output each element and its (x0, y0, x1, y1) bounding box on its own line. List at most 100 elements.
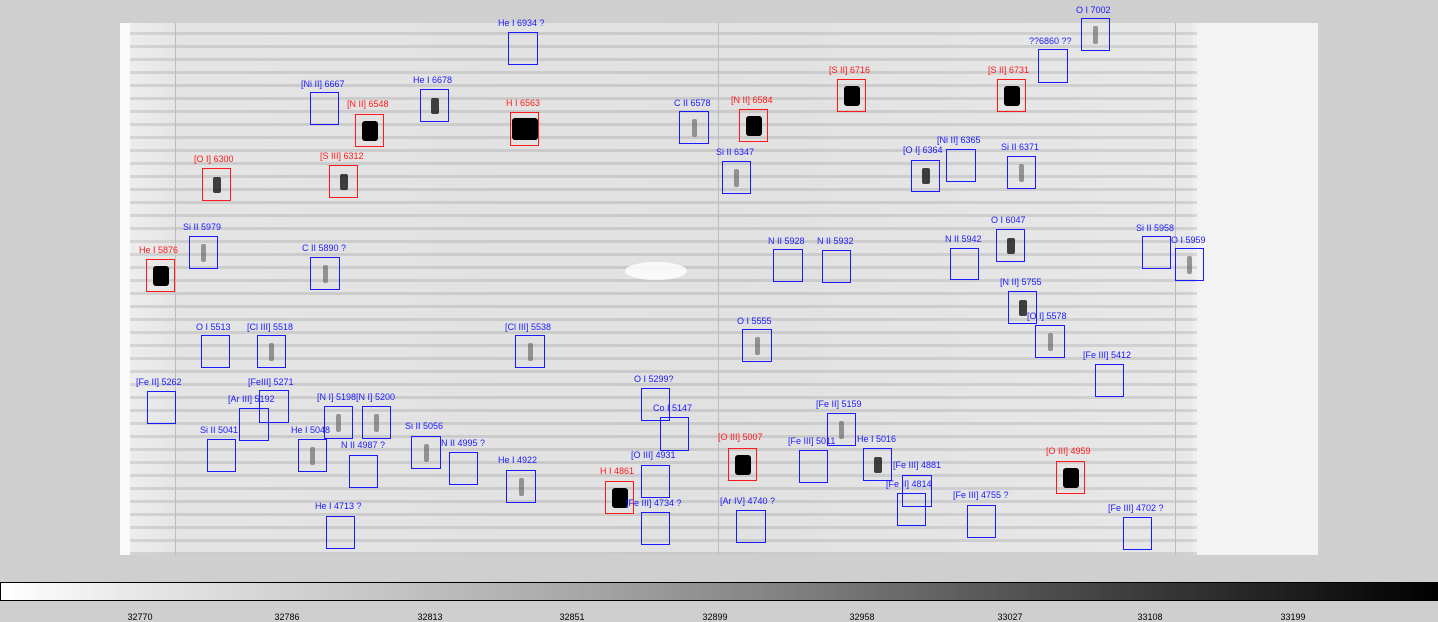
line-marker-box (897, 493, 926, 526)
line-marker-box (449, 452, 478, 485)
line-marker-box (259, 390, 289, 423)
line-label: [N I] 5198 (317, 392, 357, 402)
line-label: [S II] 6731 (988, 65, 1030, 75)
line-label: [O III] 5007 (718, 432, 763, 442)
line-label: [Fe III] 5412 (1083, 350, 1132, 360)
line-label: O I 7002 (1076, 5, 1111, 15)
line-label: [Ni II] 6365 (937, 135, 981, 145)
line-label: [Fe III] 4755 ? (953, 490, 1009, 500)
emission-feature (754, 336, 760, 355)
line-marker-box (641, 465, 670, 498)
colorbar-tick-label: 33199 (1280, 612, 1306, 622)
line-label: He I 4713 ? (315, 501, 362, 511)
line-label: H I 4861 (600, 466, 635, 476)
emission-feature (1093, 25, 1098, 44)
line-label: [Fe II] 5262 (136, 377, 182, 387)
emission-feature (1003, 85, 1020, 106)
line-label: N II 4987 ? (341, 440, 386, 450)
emission-feature (734, 168, 739, 187)
line-label: He I 5016 (857, 434, 897, 444)
line-label: Si II 5056 (405, 421, 444, 431)
line-label: [Fe III] 4881 (893, 460, 942, 470)
emission-feature (374, 413, 379, 432)
line-label: [O I] 5578 (1027, 311, 1067, 321)
emission-feature (1018, 299, 1027, 316)
emission-feature (527, 342, 533, 361)
line-label: N II 5928 (768, 236, 805, 246)
image-left-edge (120, 23, 130, 555)
colorbar-tick-label: 33027 (997, 612, 1023, 622)
line-label: Si II 5958 (1136, 223, 1175, 233)
line-label: He I 5876 (139, 245, 179, 255)
line-marker-box (1056, 461, 1085, 494)
line-marker-box (310, 257, 340, 290)
line-marker-box (146, 259, 175, 292)
emission-feature (361, 120, 378, 141)
line-label: ??6860 ?? (1029, 36, 1072, 46)
line-label: Co I 5147 (653, 403, 693, 413)
line-label: [O I] 6364 (903, 145, 943, 155)
line-label: O I 5513 (196, 322, 231, 332)
line-marker-box (950, 248, 979, 280)
line-marker-box (147, 391, 176, 424)
spectrum-image (120, 23, 1318, 555)
line-label: H I 6563 (506, 98, 541, 108)
line-label: [FeIII] 5271 (248, 377, 294, 387)
line-marker-box (189, 236, 218, 269)
line-marker-box (506, 470, 536, 503)
emission-feature (1047, 332, 1053, 351)
line-marker-box (239, 408, 269, 441)
line-marker-box (997, 79, 1026, 112)
line-marker-box (349, 455, 378, 488)
line-marker-box (641, 512, 670, 545)
emission-feature (310, 446, 315, 465)
line-label: C II 5890 ? (302, 243, 347, 253)
line-marker-box (310, 92, 339, 125)
line-label: [Cl III] 5518 (247, 322, 294, 332)
line-label: [Ar IV] 4740 ? (720, 496, 776, 506)
line-label: [Fe III] 5011 (788, 436, 836, 446)
emission-feature (691, 118, 697, 137)
colorbar-tick-label: 32813 (417, 612, 443, 622)
line-marker-box (1035, 325, 1065, 358)
emission-feature (1019, 163, 1024, 182)
line-label: Si II 5041 (200, 425, 239, 435)
line-label: [N II] 5755 (1000, 277, 1042, 287)
line-marker-box (739, 109, 768, 142)
line-marker-box (1008, 291, 1037, 324)
line-marker-box (837, 79, 866, 112)
line-label: [Ar III] 5192 (228, 394, 275, 404)
line-marker-box (799, 450, 828, 483)
line-marker-box (515, 335, 545, 368)
line-marker-box (1038, 49, 1068, 83)
line-marker-box (827, 413, 856, 446)
line-marker-box (329, 165, 358, 198)
line-marker-box (605, 481, 634, 514)
line-marker-box (722, 161, 751, 194)
emission-feature (518, 477, 524, 496)
line-marker-box (822, 250, 851, 283)
line-label: [N II] 6548 (347, 99, 389, 109)
line-label: [Cl III] 5538 (505, 322, 552, 332)
line-marker-box (641, 388, 670, 421)
line-label: Si II 5979 (183, 222, 222, 232)
emission-feature (611, 487, 628, 508)
line-marker-box (201, 335, 230, 368)
emission-feature (212, 176, 221, 193)
line-marker-box (257, 335, 286, 368)
line-marker-box (1175, 248, 1204, 281)
line-marker-box (1142, 236, 1171, 269)
line-label: [O I] 6300 (194, 154, 234, 164)
line-marker-box (902, 475, 932, 507)
line-label: [S II] 6716 (829, 65, 871, 75)
emission-feature (152, 265, 169, 286)
colorbar-tick-label: 32899 (702, 612, 728, 622)
line-label: [O III] 4959 (1046, 446, 1091, 456)
line-label: N II 5942 (945, 234, 982, 244)
line-marker-box (773, 249, 803, 282)
line-label: [N II] 6584 (731, 95, 773, 105)
line-label: [Fe III] 4702 ? (1108, 503, 1164, 513)
line-label: Si II 6371 (1001, 142, 1040, 152)
emission-feature (873, 456, 882, 473)
